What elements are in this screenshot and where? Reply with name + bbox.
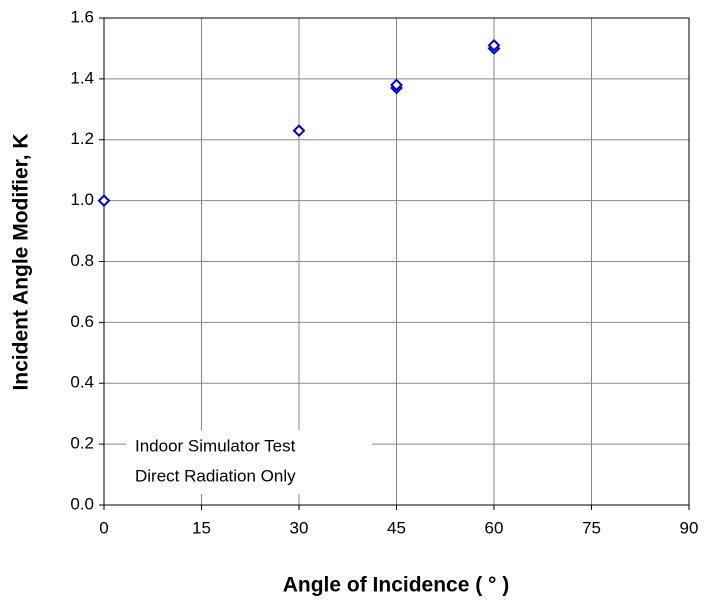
x-tick-label: 45 <box>387 518 406 537</box>
y-tick-label: 0.0 <box>70 494 94 513</box>
annotation: Direct Radiation Only <box>135 466 296 485</box>
y-tick-label: 1.0 <box>70 190 94 209</box>
x-tick-label: 0 <box>99 518 108 537</box>
y-tick-label: 0.6 <box>70 312 94 331</box>
y-tick-label: 1.4 <box>70 68 94 87</box>
x-tick-label: 30 <box>290 518 309 537</box>
annotation: Indoor Simulator Test <box>135 436 296 455</box>
y-tick-label: 0.2 <box>70 434 94 453</box>
point <box>390 78 403 92</box>
x-tick-label: 75 <box>582 518 601 537</box>
x-axis-title: Angle of Incidence ( ° ) <box>283 574 510 597</box>
y-tick-label: 1.6 <box>70 7 94 26</box>
y-tick-label: 0.8 <box>70 251 94 270</box>
y-tick-label: 0.4 <box>70 373 94 392</box>
y-axis-title: Incident Angle Modifier, K <box>10 133 33 390</box>
y-tick-label: 1.2 <box>70 129 94 148</box>
point <box>292 124 306 138</box>
x-tick-label: 90 <box>680 518 699 537</box>
plot-frame <box>103 17 690 506</box>
point <box>487 38 501 52</box>
annotation-box <box>126 430 372 494</box>
x-tick-label: 60 <box>485 518 504 537</box>
point <box>97 194 111 208</box>
x-tick-label: 15 <box>192 518 211 537</box>
